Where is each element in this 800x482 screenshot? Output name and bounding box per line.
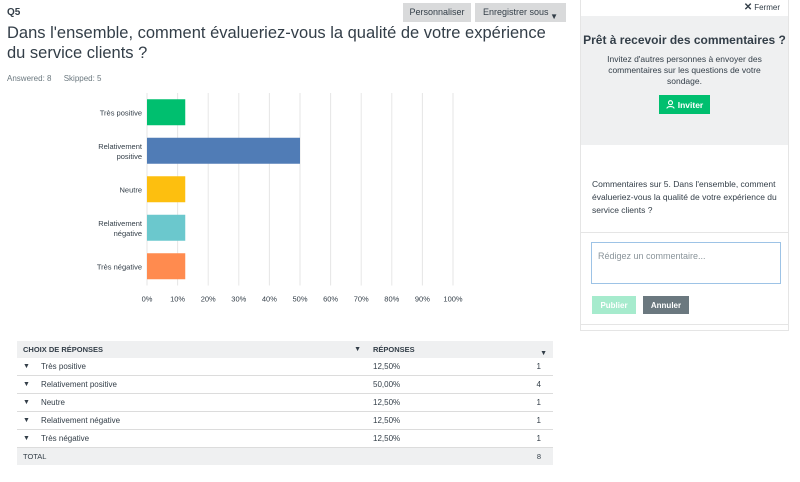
- publish-button[interactable]: Publier: [592, 296, 636, 314]
- row-percent: 12,50%: [373, 398, 401, 407]
- row-label: Relativement positive: [40, 380, 117, 389]
- table-row: ▼ Très positive 12,50% 1: [17, 358, 553, 376]
- row-label: Relativement négative: [40, 416, 121, 425]
- sort-caret-icon[interactable]: ▼: [354, 346, 361, 353]
- save-as-label: Enregistrer sous: [483, 7, 549, 17]
- question-title: Dans l'ensemble, comment évalueriez-vous…: [7, 24, 546, 62]
- bar[interactable]: [147, 176, 186, 203]
- x-tick-label: 80%: [384, 295, 399, 304]
- category-label: Neutre: [119, 185, 142, 194]
- bar[interactable]: [147, 99, 186, 126]
- expand-caret-icon[interactable]: ▼: [23, 381, 30, 388]
- comments-sidebar: ✕ Fermer Prêt à recevoir des commentaires…: [570, 0, 800, 482]
- header-responses[interactable]: RÉPONSES: [367, 345, 515, 354]
- total-count: 8: [536, 452, 541, 461]
- comment-input[interactable]: [591, 242, 781, 284]
- bar[interactable]: [147, 214, 186, 241]
- expand-caret-icon[interactable]: ▼: [23, 399, 30, 406]
- cancel-button[interactable]: Annuler: [643, 296, 689, 314]
- invite-button-label: Inviter: [677, 99, 704, 110]
- expand-caret-icon[interactable]: ▼: [23, 435, 30, 442]
- x-tick-label: 90%: [415, 295, 430, 304]
- row-percent: 50,00%: [373, 380, 401, 389]
- close-icon: ✕: [743, 2, 753, 13]
- caret-down-icon: ▼: [550, 12, 558, 21]
- x-tick-label: 70%: [354, 295, 369, 304]
- row-percent: 12,50%: [373, 434, 401, 443]
- x-tick-label: 50%: [292, 295, 307, 304]
- header-choices[interactable]: CHOIX DE RÉPONSES ▼: [17, 345, 367, 354]
- category-label: Relativement négative: [98, 219, 143, 238]
- bar[interactable]: [147, 253, 186, 280]
- divider: [581, 232, 788, 233]
- user-icon: [666, 100, 675, 109]
- table-row: ▼ Relativement négative 12,50% 1: [17, 412, 553, 430]
- row-percent: 12,50%: [373, 362, 401, 371]
- invite-title: Prêt à recevoir des commentaires ?: [583, 33, 786, 47]
- table-row: ▼ Neutre 12,50% 1: [17, 394, 553, 412]
- x-tick-label: 60%: [323, 295, 338, 304]
- row-label: Très positive: [40, 362, 86, 371]
- invite-box: Prêt à recevoir des commentaires ? Invit…: [581, 16, 788, 145]
- skipped-count: Skipped: 5: [63, 74, 102, 83]
- table-total-row: TOTAL 8: [17, 448, 553, 465]
- table-header: CHOIX DE RÉPONSES ▼ RÉPONSES ▼: [17, 341, 553, 358]
- x-tick-label: 20%: [201, 295, 216, 304]
- total-label: TOTAL: [23, 452, 47, 461]
- comment-title: Commentaires sur 5. Dans l'ensemble, com…: [592, 179, 777, 215]
- toolbar: Personnaliser Enregistrer sous ▼: [403, 3, 566, 22]
- x-tick-label: 100%: [443, 295, 463, 304]
- question-results-panel: Q5 Personnaliser Enregistrer sous ▼ Dans…: [7, 3, 566, 465]
- sort-caret-icon[interactable]: ▼: [540, 349, 547, 357]
- header-choices-label: CHOIX DE RÉPONSES: [23, 345, 104, 354]
- bar-chart: 0% 10% 20% 30% 40% 50% 60% 70% 80% 90% 100% Très po…: [97, 93, 463, 304]
- expand-caret-icon[interactable]: ▼: [23, 417, 30, 424]
- invite-button[interactable]: Inviter: [658, 95, 711, 114]
- row-count: 1: [536, 416, 541, 425]
- row-label: Très négative: [40, 434, 90, 443]
- table-row: ▼ Relativement positive 50,00% 4: [17, 376, 553, 394]
- customize-button[interactable]: Personnaliser: [403, 3, 471, 22]
- row-label: Neutre: [40, 398, 65, 407]
- invite-text: Invitez d'autres personnes à envoyer des…: [607, 54, 762, 86]
- question-number: Q5: [7, 7, 21, 18]
- category-label: Relativement positive: [98, 142, 143, 161]
- sidebar-panel: ✕ Fermer Prêt à recevoir des commentaires…: [580, 0, 789, 331]
- row-percent: 12,50%: [373, 416, 401, 425]
- save-as-button[interactable]: Enregistrer sous ▼: [475, 3, 566, 22]
- response-stats: Answered: 8 Skipped: 5: [7, 74, 112, 83]
- category-label: Très négative: [97, 262, 142, 271]
- expand-caret-icon[interactable]: ▼: [23, 363, 30, 370]
- divider: [581, 324, 788, 325]
- row-count: 1: [536, 434, 541, 443]
- x-tick-label: 40%: [262, 295, 277, 304]
- category-label: Très positive: [100, 108, 142, 117]
- close-button[interactable]: ✕ Fermer: [744, 2, 780, 13]
- header-responses-label: RÉPONSES: [373, 345, 415, 354]
- x-tick-label: 30%: [231, 295, 246, 304]
- row-count: 4: [536, 380, 541, 389]
- responses-table: CHOIX DE RÉPONSES ▼ RÉPONSES ▼ ▼ Très pos…: [17, 341, 553, 465]
- row-count: 1: [536, 398, 541, 407]
- close-label: Fermer: [754, 3, 780, 12]
- x-tick-label: 0%: [142, 295, 153, 304]
- x-tick-label: 10%: [170, 295, 185, 304]
- row-count: 1: [536, 362, 541, 371]
- bar[interactable]: [147, 137, 300, 164]
- table-row: ▼ Très négative 12,50% 1: [17, 430, 553, 448]
- answered-count: Answered: 8: [7, 74, 52, 83]
